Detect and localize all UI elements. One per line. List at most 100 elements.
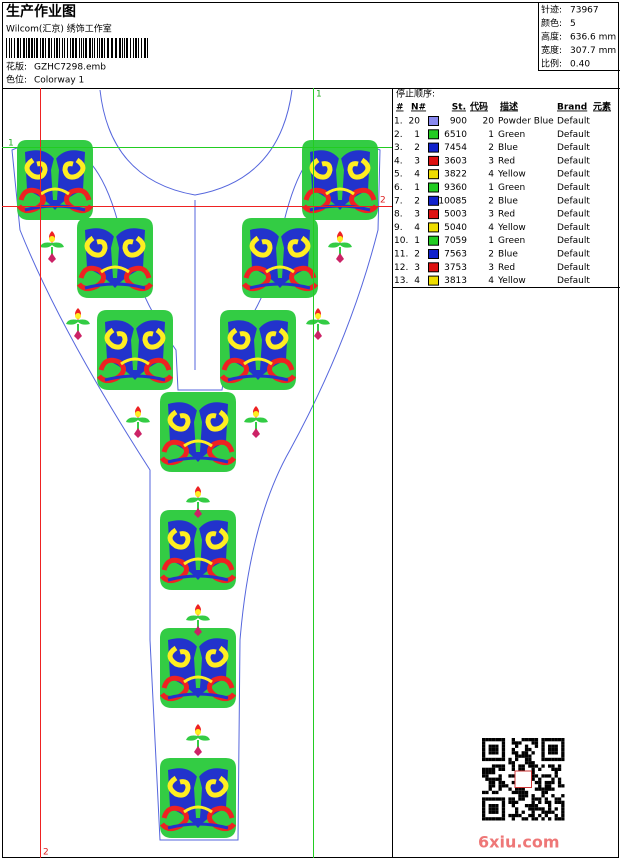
qr-cell <box>501 813 506 818</box>
bar-stripe <box>9 38 10 58</box>
qr-cell <box>501 767 506 771</box>
qr-cell <box>491 780 496 785</box>
description: Blue <box>498 196 518 206</box>
qr-cell <box>521 764 525 768</box>
qr-cell <box>518 794 522 798</box>
qr-cell <box>518 754 522 758</box>
qr-cell <box>544 774 548 778</box>
stitches: 10085 <box>438 196 467 206</box>
qr-cell <box>528 804 532 808</box>
qr-cell <box>541 747 545 752</box>
qr-cell <box>488 804 492 808</box>
qr-cell <box>485 797 489 801</box>
row-index: 10. <box>394 236 408 246</box>
qr-cell <box>491 771 496 775</box>
qr-cell <box>544 780 548 785</box>
barcode <box>6 38 148 58</box>
qr-cell <box>524 757 529 762</box>
qr-cell <box>538 797 542 801</box>
info-label: 针迹: <box>541 4 562 16</box>
qr-cell <box>511 764 515 768</box>
color-swatch <box>428 235 439 246</box>
colorway: Colorway 1 <box>34 76 84 86</box>
qr-cell <box>538 807 542 811</box>
color-swatch <box>428 249 439 259</box>
qr-cell <box>488 797 492 801</box>
bar-stripe <box>42 38 44 58</box>
needle: 2 <box>414 250 420 260</box>
qr-cell <box>491 738 496 742</box>
design-area <box>2 88 392 858</box>
qr-cell <box>541 817 545 821</box>
qr-cell <box>528 761 532 765</box>
qr-cell <box>515 790 519 795</box>
qr-cell <box>534 764 539 768</box>
qr-cell <box>551 751 555 755</box>
qr-cell <box>528 813 532 818</box>
code: 3 <box>488 263 494 273</box>
qr-cell <box>554 744 558 748</box>
qr-cell <box>508 800 512 804</box>
qr-cell <box>521 790 525 795</box>
qr-cell <box>511 751 515 755</box>
qr-cell <box>551 764 555 768</box>
qr-cell <box>531 774 535 778</box>
qr-cell <box>561 757 565 762</box>
qr-cell <box>495 747 499 752</box>
info-value: 307.7 mm <box>570 46 616 56</box>
row-index: 12. <box>394 263 408 273</box>
qr-cell <box>508 761 512 765</box>
needle: 3 <box>414 210 420 220</box>
qr-cell <box>485 774 489 778</box>
qr-cell <box>491 784 496 788</box>
qr-cell <box>508 813 512 818</box>
code: 2 <box>488 250 494 260</box>
qr-cell <box>518 741 522 745</box>
qr-cell <box>531 797 535 801</box>
qr-cell <box>557 777 562 781</box>
bar-stripe <box>45 38 46 58</box>
qr-cell <box>524 754 529 758</box>
qr-cell <box>501 797 506 801</box>
code: 3 <box>488 156 494 166</box>
qr-cell <box>508 757 512 762</box>
qr-cell <box>538 787 542 791</box>
brand: Default <box>557 223 590 233</box>
qr-cell <box>561 804 565 808</box>
qr-cell <box>548 738 552 742</box>
bar-stripe <box>72 38 74 58</box>
qr-cell <box>554 774 558 778</box>
brand: Default <box>557 263 590 273</box>
qr-cell <box>534 744 539 748</box>
qr-cell <box>508 787 512 791</box>
qr-cell <box>554 757 558 762</box>
brand: Default <box>557 183 590 193</box>
qr-cell <box>561 751 565 755</box>
qr-cell <box>561 817 565 821</box>
code: 3 <box>488 210 494 220</box>
qr-cell <box>511 761 515 765</box>
qr-cell <box>521 810 525 814</box>
qr-cell <box>495 751 499 755</box>
qr-cell <box>498 774 502 778</box>
bar-stripe <box>56 38 58 58</box>
qr-cell <box>534 807 539 811</box>
qr-cell <box>548 780 552 785</box>
qr-cell <box>557 780 562 785</box>
design-label: 花版: <box>6 61 27 73</box>
qr-cell <box>551 794 555 798</box>
qr-cell <box>482 751 486 755</box>
neckline <box>99 89 293 196</box>
qr-cell <box>495 757 499 762</box>
qr-cell <box>511 790 515 795</box>
code: 20 <box>483 117 495 127</box>
qr-cell <box>508 797 512 801</box>
stitches: 6510 <box>444 130 467 140</box>
column-header: St. <box>452 103 466 113</box>
qr-cell <box>521 817 525 821</box>
qr-cell <box>488 807 492 811</box>
bar-stripe <box>54 38 55 58</box>
qr-cell <box>524 744 529 748</box>
qr-cell <box>501 804 506 808</box>
qr-cell <box>531 813 535 818</box>
